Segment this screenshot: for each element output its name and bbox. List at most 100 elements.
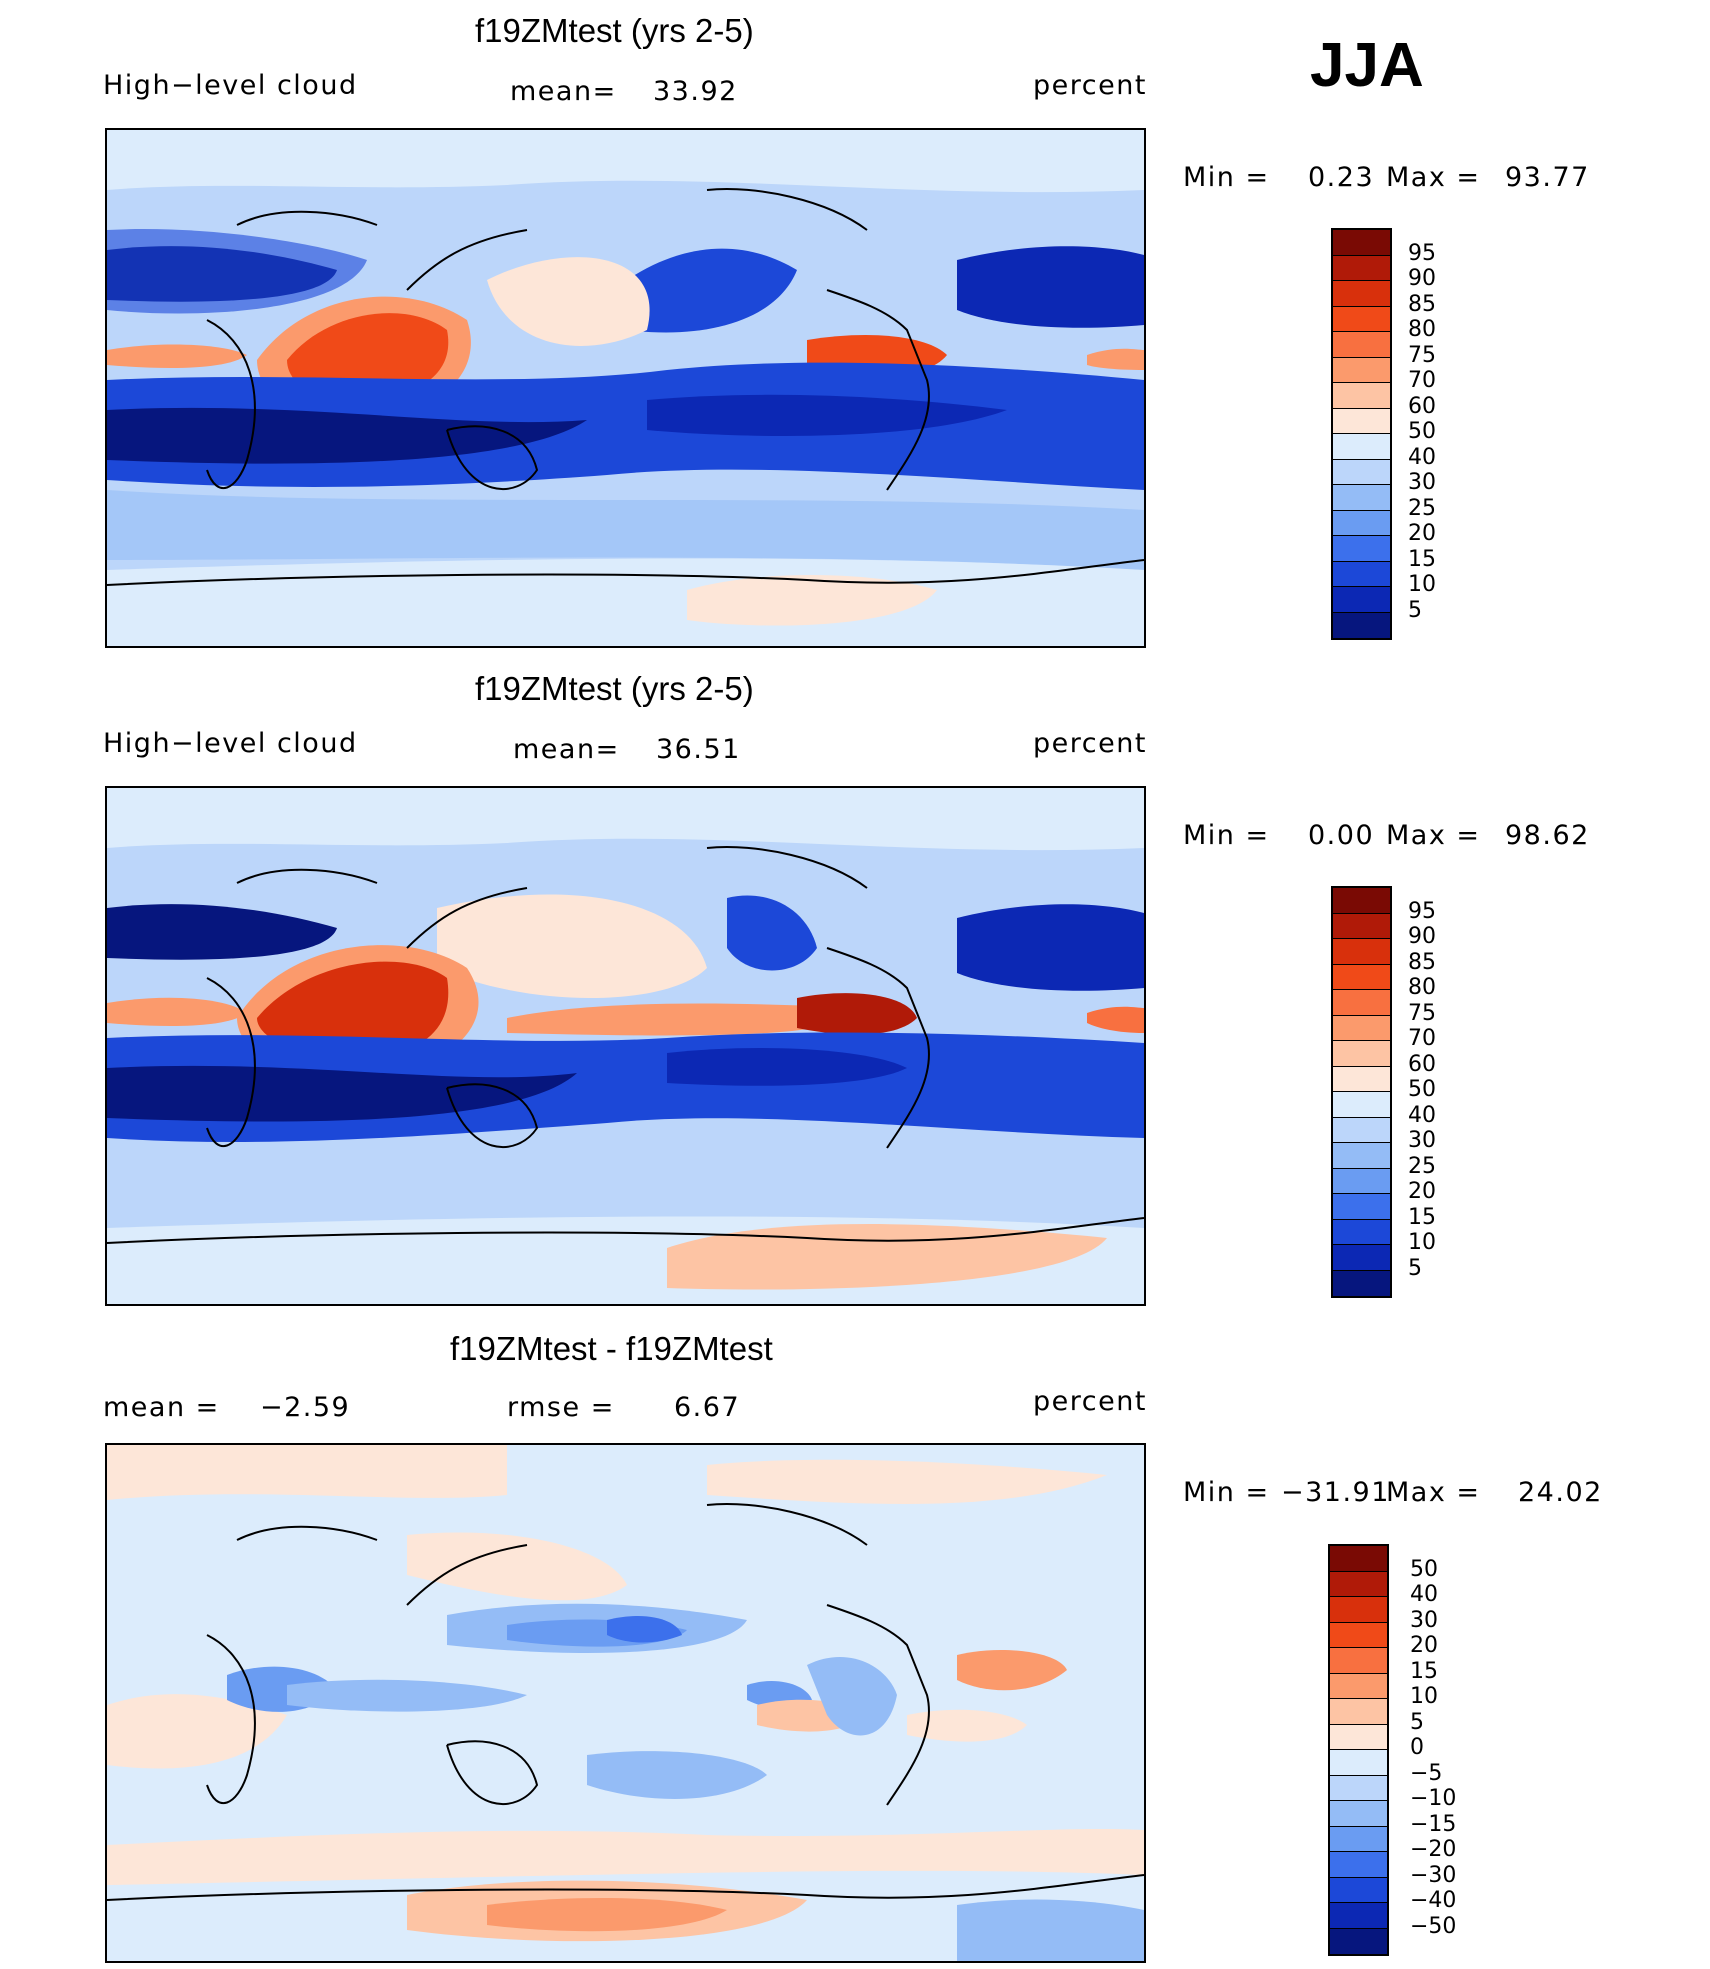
panel-2-colorbar-swatch — [1333, 964, 1390, 990]
panel-2-colorbar-tick-label: 20 — [1408, 1179, 1436, 1204]
panel-2-map — [105, 786, 1146, 1306]
panel-3-colorbar-tick-label: −40 — [1410, 1888, 1457, 1913]
panel-2-colorbar-swatch — [1333, 1270, 1390, 1296]
panel-1-colorbar-swatch — [1333, 306, 1390, 332]
panel-3-colorbar-swatch — [1330, 1801, 1387, 1827]
panel-2-colorbar-swatch — [1333, 1194, 1390, 1220]
panel-3-colorbar-tick-label: 15 — [1410, 1658, 1438, 1684]
panel-3-colorbar — [1328, 1544, 1389, 1956]
panel-2-colorbar-tick-label: 10 — [1408, 1230, 1436, 1255]
panel-1-colorbar-swatch — [1333, 408, 1390, 434]
panel-3-colorbar-tick-label: 10 — [1410, 1684, 1438, 1709]
panel-1-title: f19ZMtest (yrs 2-5) — [475, 12, 754, 49]
panel-3-colorbar-swatch — [1330, 1826, 1387, 1852]
panel-3-mean-value: −2.59 — [260, 1392, 351, 1423]
panel-1-colorbar-swatch — [1333, 510, 1390, 536]
panel-3-colorbar-tick-label: −20 — [1410, 1837, 1457, 1862]
panel-3-colorbar-swatch — [1330, 1775, 1387, 1801]
panel-1-colorbar-tick-label: 20 — [1408, 521, 1436, 546]
panel-1-colorbar-tick-label: 25 — [1408, 495, 1436, 521]
panel-1-colorbar-swatch — [1333, 255, 1390, 281]
panel-1-colorbar-swatch — [1333, 357, 1390, 383]
panel-2-colorbar-swatch — [1333, 1245, 1390, 1271]
panel-1-colorbar-swatch — [1333, 485, 1390, 511]
panel-3-colorbar-swatch — [1330, 1622, 1387, 1648]
panel-2-colorbar-swatch — [1333, 888, 1390, 914]
panel-1-colorbar-swatch — [1333, 587, 1390, 613]
panel-1-colorbar-swatch — [1333, 459, 1390, 485]
panel-1-colorbar-tick-label: 90 — [1408, 266, 1436, 291]
panel-1-colorbar-swatch — [1333, 434, 1390, 460]
panel-2-colorbar-tick-label: 15 — [1408, 1204, 1436, 1230]
panel-2-colorbar-tick-label: 70 — [1408, 1026, 1436, 1051]
panel-3-min-value: −31.91 — [1281, 1477, 1390, 1508]
panel-3-contour-field — [107, 1445, 1144, 1961]
panel-2-colorbar-swatch — [1333, 1219, 1390, 1245]
panel-2-colorbar-swatch — [1333, 1092, 1390, 1118]
panel-2-colorbar-swatch — [1333, 1066, 1390, 1092]
panel-2-colorbar-tick-label: 5 — [1408, 1255, 1422, 1281]
panel-1-colorbar-tick-label: 15 — [1408, 546, 1436, 572]
panel-1-colorbar-swatch — [1333, 536, 1390, 562]
panel-1-mean-label: mean= — [510, 76, 617, 107]
panel-3-colorbar-tick-label: 50 — [1410, 1556, 1438, 1582]
panel-3-max-value: 24.02 — [1518, 1477, 1603, 1508]
panel-1-colorbar-tick-label: 50 — [1408, 419, 1436, 444]
panel-3-colorbar-swatch — [1330, 1750, 1387, 1776]
panel-2-colorbar-tick-label: 90 — [1408, 924, 1436, 949]
panel-2-colorbar-tick-label: 50 — [1408, 1077, 1436, 1102]
panel-3-mean-label: mean = — [103, 1392, 220, 1423]
panel-3-colorbar-swatch — [1330, 1571, 1387, 1597]
panel-2-colorbar — [1331, 886, 1392, 1298]
panel-1-colorbar-tick-label: 60 — [1408, 393, 1436, 419]
panel-1-colorbar-tick-label: 5 — [1408, 597, 1422, 623]
panel-2-colorbar-tick-label: 25 — [1408, 1153, 1436, 1179]
panel-3-max-label: Max = — [1386, 1477, 1481, 1508]
panel-2-colorbar-tick-label: 30 — [1408, 1128, 1436, 1153]
panel-2-colorbar-tick-label: 80 — [1408, 975, 1436, 1000]
panel-1-min-label: Min = — [1183, 162, 1270, 193]
panel-1-mean-value: 33.92 — [653, 76, 738, 107]
panel-3-map — [105, 1443, 1146, 1963]
panel-2-variable-label: High−level cloud — [103, 728, 358, 759]
panel-1-colorbar — [1331, 228, 1392, 640]
panel-1-colorbar-tick-label: 75 — [1408, 342, 1436, 368]
panel-2-colorbar-swatch — [1333, 1168, 1390, 1194]
panel-1-colorbar-swatch — [1333, 612, 1390, 638]
panel-2-colorbar-tick-label: 95 — [1408, 898, 1436, 924]
panel-3-colorbar-tick-label: −5 — [1410, 1760, 1443, 1786]
panel-1-colorbar-swatch — [1333, 281, 1390, 307]
panel-3-colorbar-tick-label: 20 — [1410, 1633, 1438, 1658]
panel-1-units: percent — [1033, 70, 1147, 101]
panel-3-min-label: Min = — [1183, 1477, 1270, 1508]
panel-3-colorbar-swatch — [1330, 1648, 1387, 1674]
panel-3-colorbar-swatch — [1330, 1928, 1387, 1954]
panel-3-colorbar-swatch — [1330, 1877, 1387, 1903]
panel-1-variable-label: High−level cloud — [103, 70, 358, 101]
panel-3-colorbar-tick-label: −30 — [1410, 1862, 1457, 1888]
panel-1-min-value: 0.23 — [1308, 162, 1375, 193]
panel-1-colorbar-swatch — [1333, 383, 1390, 409]
panel-1-max-value: 93.77 — [1505, 162, 1590, 193]
panel-2-colorbar-swatch — [1333, 1041, 1390, 1067]
panel-1-colorbar-tick-label: 85 — [1408, 291, 1436, 317]
panel-1-colorbar-tick-label: 70 — [1408, 368, 1436, 393]
panel-2-mean-label: mean= — [513, 734, 620, 765]
panel-3-colorbar-tick-label: 30 — [1410, 1607, 1438, 1633]
panel-1-colorbar-tick-label: 30 — [1408, 470, 1436, 495]
panel-3-title: f19ZMtest - f19ZMtest — [450, 1330, 773, 1367]
panel-3-colorbar-swatch — [1330, 1597, 1387, 1623]
panel-2-colorbar-swatch — [1333, 1015, 1390, 1041]
panel-3-colorbar-swatch — [1330, 1546, 1387, 1572]
panel-2-max-value: 98.62 — [1505, 820, 1590, 851]
panel-2-colorbar-tick-label: 75 — [1408, 1000, 1436, 1026]
panel-2-mean-value: 36.51 — [656, 734, 741, 765]
panel-2-colorbar-swatch — [1333, 1143, 1390, 1169]
panel-2-min-value: 0.00 — [1308, 820, 1375, 851]
panel-3-colorbar-tick-label: 0 — [1410, 1735, 1424, 1760]
season-label: JJA — [1310, 31, 1424, 100]
panel-3-colorbar-tick-label: −15 — [1410, 1811, 1457, 1837]
panel-2-colorbar-swatch — [1333, 939, 1390, 965]
panel-3-colorbar-tick-label: −50 — [1410, 1913, 1457, 1939]
panel-3-colorbar-tick-label: 5 — [1410, 1709, 1424, 1735]
